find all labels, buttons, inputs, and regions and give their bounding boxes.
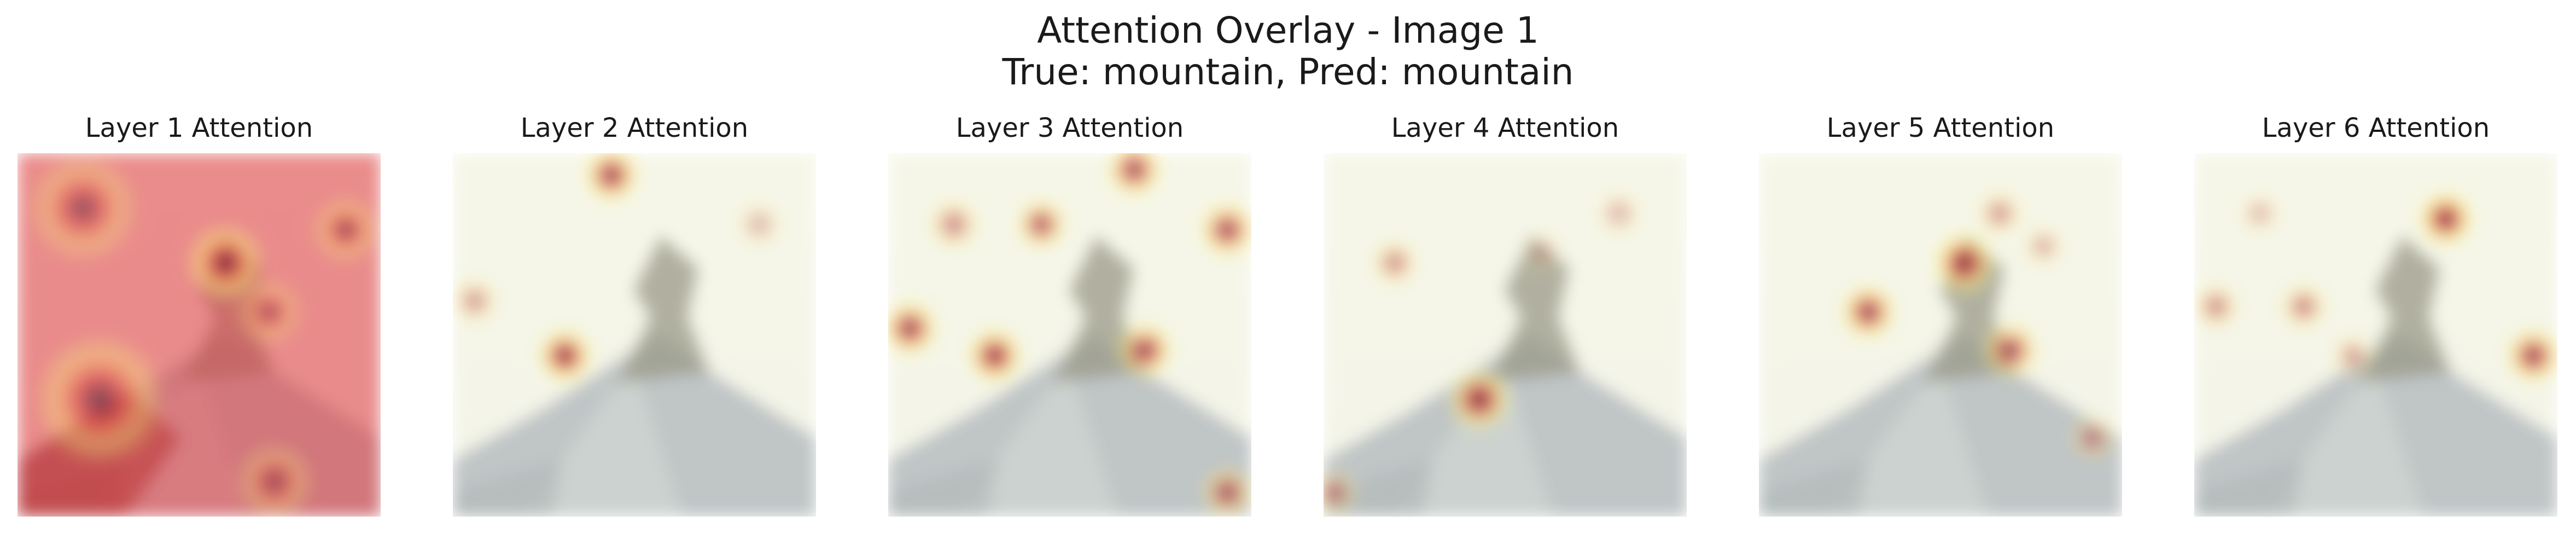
attention-heatmap-layer-4 xyxy=(1324,153,1687,517)
attention-heatmap-layer-2 xyxy=(453,153,816,517)
panel-title-layer-5: Layer 5 Attention xyxy=(1759,113,2122,143)
figure-title-line-2: True: mountain, Pred: mountain xyxy=(0,51,2576,93)
panel-title-layer-6: Layer 6 Attention xyxy=(2194,113,2557,143)
attention-panel-layer-2 xyxy=(453,153,816,517)
panel-title-layer-4: Layer 4 Attention xyxy=(1324,113,1687,143)
figure-title: Attention Overlay - Image 1 True: mounta… xyxy=(0,10,2576,93)
attention-panel-layer-4 xyxy=(1324,153,1687,517)
attention-heatmap-layer-3 xyxy=(888,153,1251,517)
attention-panel-layer-3 xyxy=(888,153,1251,517)
panel-title-layer-3: Layer 3 Attention xyxy=(888,113,1251,143)
attention-heatmap-layer-1 xyxy=(18,153,381,517)
panel-title-layer-1: Layer 1 Attention xyxy=(18,113,381,143)
attention-heatmap-layer-6 xyxy=(2194,153,2557,517)
attention-panel-layer-6 xyxy=(2194,153,2557,517)
attention-panel-layer-1 xyxy=(18,153,381,517)
figure-title-line-1: Attention Overlay - Image 1 xyxy=(0,10,2576,51)
attention-panel-layer-5 xyxy=(1759,153,2122,517)
panel-title-layer-2: Layer 2 Attention xyxy=(453,113,816,143)
attention-heatmap-layer-5 xyxy=(1759,153,2122,517)
